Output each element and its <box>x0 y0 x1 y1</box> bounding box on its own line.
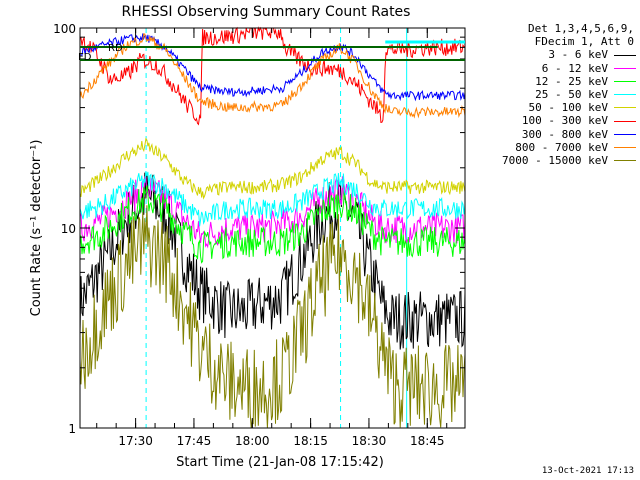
legend-label: 100 - 300 keV <box>521 114 608 128</box>
legend-entry-8: 7000 - 15000 keV <box>470 154 636 167</box>
x-tick-label-3: 18:15 <box>293 434 328 448</box>
legend: Det 1,3,4,5,6,9, FDecim 1, Att 0 3 - 6 k… <box>470 22 636 167</box>
legend-entry-3: 25 - 50 keV <box>470 88 636 101</box>
legend-swatch <box>614 94 636 96</box>
legend-swatch <box>614 80 636 82</box>
legend-swatch <box>614 160 636 162</box>
legend-swatch <box>614 54 636 56</box>
x-tick-label-4: 18:30 <box>352 434 387 448</box>
y-tick-label-1: 10 <box>61 222 76 236</box>
flag-label-rd: RD <box>108 43 123 54</box>
legend-header-1: Det 1,3,4,5,6,9, <box>528 22 634 35</box>
legend-label: 12 - 25 keV <box>535 74 608 88</box>
series-line-4 <box>79 137 466 200</box>
legend-swatch <box>614 146 636 148</box>
series-line-7 <box>79 33 466 119</box>
flag-label-fd: FD <box>78 52 92 63</box>
legend-swatch <box>614 133 636 135</box>
legend-label: 25 - 50 keV <box>535 88 608 102</box>
legend-label: 3 - 6 keV <box>548 48 608 62</box>
legend-label: 300 - 800 keV <box>521 127 608 141</box>
legend-entry-6: 300 - 800 keV <box>470 128 636 141</box>
y-axis-label: Count Rate (s⁻¹ detector⁻¹) <box>29 140 44 317</box>
legend-entry-7: 800 - 7000 keV <box>470 141 636 154</box>
x-axis-label: Start Time (21-Jan-08 17:15:42) <box>176 455 384 470</box>
series-line-6 <box>79 33 466 102</box>
legend-label: 800 - 7000 keV <box>515 140 608 154</box>
series-line-8 <box>79 205 466 429</box>
y-tick-label-0: 1 <box>68 422 76 436</box>
series-line-0 <box>79 172 466 350</box>
legend-entry-1: 6 - 12 keV <box>470 62 636 75</box>
chart-title: RHESSI Observing Summary Count Rates <box>122 4 411 20</box>
footer-timestamp: 13-Oct-2021 17:13 <box>541 466 634 476</box>
x-tick-label-1: 17:45 <box>177 434 212 448</box>
legend-entry-2: 12 - 25 keV <box>470 75 636 88</box>
legend-label: 50 - 100 keV <box>528 101 608 115</box>
legend-entry-5: 100 - 300 keV <box>470 114 636 127</box>
x-tick-label-0: 17:30 <box>118 434 153 448</box>
legend-swatch <box>614 107 636 109</box>
legend-swatch <box>614 67 636 69</box>
x-tick-label-2: 18:00 <box>235 434 270 448</box>
legend-label: 6 - 12 keV <box>541 61 608 75</box>
series-line-2 <box>79 185 466 264</box>
legend-header-2: FDecim 1, Att 0 <box>534 35 634 49</box>
y-tick-label-2: 100 <box>53 22 76 36</box>
legend-swatch <box>614 120 636 122</box>
legend-label: 7000 - 15000 keV <box>502 154 608 168</box>
legend-entry-0: 3 - 6 keV <box>470 48 636 61</box>
x-tick-label-5: 18:45 <box>410 434 445 448</box>
legend-entry-4: 50 - 100 keV <box>470 101 636 114</box>
series-line-3 <box>79 170 466 227</box>
